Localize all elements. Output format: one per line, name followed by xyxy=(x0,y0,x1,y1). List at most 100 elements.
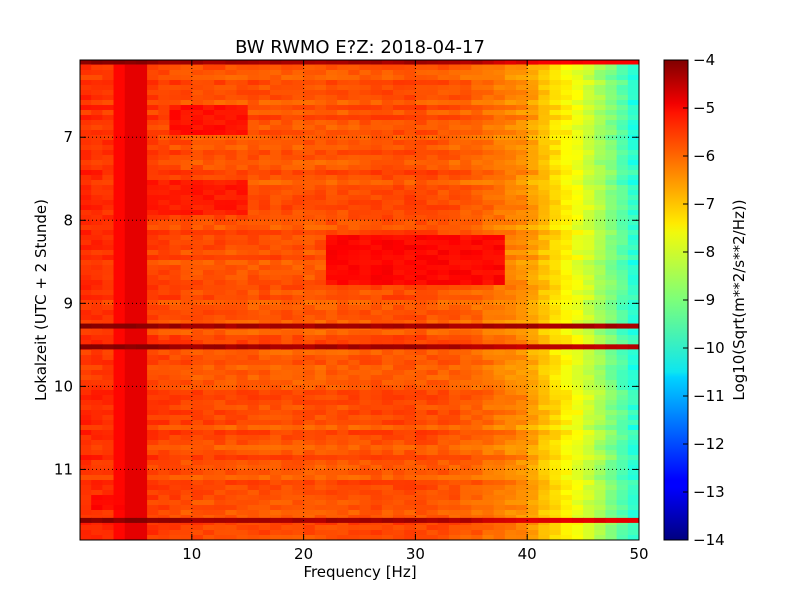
heatmap-cell xyxy=(594,415,607,421)
heatmap-cell xyxy=(135,80,148,86)
heatmap-cell xyxy=(214,215,226,221)
heatmap-cell xyxy=(247,115,260,121)
heatmap-cell xyxy=(281,95,294,101)
heatmap-cell xyxy=(135,315,148,321)
heatmap-cell xyxy=(281,500,294,506)
heatmap-cell xyxy=(583,220,595,226)
heatmap-cell xyxy=(605,500,618,506)
heatmap-cell xyxy=(270,340,282,346)
heatmap-cell xyxy=(471,210,484,216)
heatmap-cell xyxy=(605,245,618,251)
heatmap-cell xyxy=(448,85,461,91)
heatmap-cell xyxy=(516,295,528,301)
heatmap-cell xyxy=(527,415,539,421)
heatmap-cell xyxy=(325,130,338,136)
heatmap-cell xyxy=(337,305,349,311)
heatmap-cell xyxy=(594,195,607,201)
heatmap-cell xyxy=(180,470,193,476)
heatmap-cell xyxy=(337,255,349,261)
heatmap-cell xyxy=(113,485,126,491)
heatmap-cell xyxy=(281,135,294,141)
heatmap-cell xyxy=(482,285,495,291)
heatmap-cell xyxy=(314,375,327,381)
heatmap-cell xyxy=(191,275,204,281)
heatmap-cell xyxy=(571,425,584,431)
heatmap-cell xyxy=(549,165,562,171)
heatmap-cell xyxy=(180,305,193,311)
heatmap-band-cell xyxy=(448,517,461,523)
heatmap-cell xyxy=(281,300,294,306)
heatmap-cell xyxy=(359,480,372,486)
heatmap-cell xyxy=(337,110,349,116)
heatmap-band-cell xyxy=(258,517,271,523)
heatmap-cell xyxy=(80,445,92,451)
heatmap-cell xyxy=(135,465,148,471)
heatmap-cell xyxy=(236,250,249,256)
heatmap-cell xyxy=(247,430,260,436)
heatmap-cell xyxy=(202,515,215,521)
heatmap-cell xyxy=(527,405,539,411)
heatmap-cell xyxy=(426,315,439,321)
heatmap-cell xyxy=(359,250,372,256)
heatmap-cell xyxy=(404,110,416,116)
heatmap-cell xyxy=(538,410,551,416)
heatmap-cell xyxy=(225,100,238,106)
heatmap-cell xyxy=(292,295,305,301)
heatmap-cell xyxy=(337,350,349,356)
heatmap-cell xyxy=(281,370,294,376)
heatmap-cell xyxy=(314,285,327,291)
heatmap-cell xyxy=(583,380,595,386)
heatmap-cell xyxy=(202,485,215,491)
heatmap-cell xyxy=(191,220,204,226)
heatmap-cell xyxy=(426,100,439,106)
heatmap-cell xyxy=(482,270,495,276)
heatmap-cell xyxy=(571,475,584,481)
heatmap-cell xyxy=(169,475,182,481)
heatmap-cell xyxy=(270,235,282,241)
heatmap-cell xyxy=(314,160,327,166)
heatmap-cell xyxy=(191,225,204,231)
heatmap-cell xyxy=(571,165,584,171)
heatmap-cell xyxy=(460,280,472,286)
heatmap-cell xyxy=(236,340,249,346)
heatmap-cell xyxy=(393,215,405,221)
heatmap-cell xyxy=(236,275,249,281)
heatmap-cell xyxy=(426,420,439,426)
heatmap-cell xyxy=(102,315,115,321)
heatmap-cell xyxy=(102,260,115,266)
heatmap-cell xyxy=(236,205,249,211)
heatmap-cell xyxy=(113,505,126,511)
heatmap-cell xyxy=(404,90,416,96)
heatmap-cell xyxy=(202,250,215,256)
heatmap-cell xyxy=(281,330,294,336)
heatmap-cell xyxy=(147,70,159,76)
heatmap-band-cell xyxy=(348,60,361,65)
heatmap-cell xyxy=(393,480,405,486)
heatmap-cell xyxy=(247,130,260,136)
heatmap-cell xyxy=(627,410,639,416)
heatmap-cell xyxy=(225,225,238,231)
heatmap-cell xyxy=(91,305,103,311)
heatmap-cell xyxy=(91,125,103,131)
heatmap-cell xyxy=(404,360,416,366)
heatmap-cell xyxy=(482,240,495,246)
heatmap-cell xyxy=(303,455,316,461)
heatmap-cell xyxy=(124,185,137,191)
heatmap-cell xyxy=(549,175,562,181)
heatmap-cell xyxy=(393,95,405,101)
heatmap-cell xyxy=(91,335,103,341)
heatmap-cell xyxy=(460,510,472,516)
heatmap-cell xyxy=(113,165,126,171)
heatmap-cell xyxy=(504,310,517,316)
heatmap-cell xyxy=(527,255,539,261)
heatmap-cell xyxy=(516,510,528,516)
heatmap-cell xyxy=(202,460,215,466)
heatmap-cell xyxy=(471,280,484,286)
heatmap-cell xyxy=(191,330,204,336)
heatmap-cell xyxy=(594,335,607,341)
heatmap-cell xyxy=(191,500,204,506)
heatmap-cell xyxy=(583,290,595,296)
heatmap-cell xyxy=(270,385,282,391)
heatmap-cell xyxy=(258,100,271,106)
heatmap-cell xyxy=(370,120,383,126)
